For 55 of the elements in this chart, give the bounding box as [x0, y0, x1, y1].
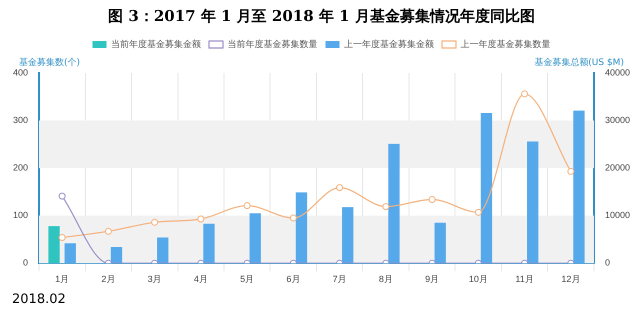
bar: [157, 238, 168, 264]
point: [428, 196, 436, 203]
bar: [48, 226, 60, 264]
point: [197, 215, 204, 222]
y-tick-label: 0: [23, 258, 28, 268]
y2-tick-label: 30000: [604, 115, 630, 126]
bar: [203, 224, 215, 264]
y2-tick-label: 40000: [604, 67, 630, 78]
bar: [573, 110, 585, 264]
point: [382, 203, 390, 210]
y-tick-label: 400: [12, 67, 28, 78]
point: [244, 202, 251, 210]
bar: [434, 222, 446, 264]
x-tick-label: 4月: [194, 274, 208, 284]
point: [336, 184, 344, 192]
x-tick-label: 7月: [332, 274, 347, 284]
x-tick-label: 1月: [55, 274, 70, 284]
legend-label: 当前年度基金募集数量: [228, 38, 318, 49]
bar: [527, 141, 538, 264]
legend-label: 上一年度基金募集金额: [344, 38, 434, 49]
bar: [110, 247, 122, 264]
x-tick-label: 9月: [425, 274, 440, 284]
legend-label: 上一年度基金募集数量: [460, 38, 550, 49]
point: [290, 214, 297, 222]
bar: [388, 144, 400, 264]
y2-tick-label: 20000: [604, 162, 630, 173]
point: [474, 208, 482, 216]
y-tick-label: 200: [12, 162, 28, 173]
y2-axis-title: 基金募集总额(US $M): [534, 56, 624, 68]
point: [567, 168, 574, 175]
x-tick-label: 6月: [286, 274, 300, 284]
point: [151, 218, 158, 226]
point: [58, 234, 66, 242]
x-tick-label: 8月: [378, 274, 393, 284]
y-tick-label: 300: [12, 115, 28, 126]
chart-title: 图 3：2017 年 1 月至 2018 年 1 月基金募集情况年度同比图: [108, 6, 535, 25]
y2-tick-label: 10000: [604, 210, 630, 220]
point: [58, 192, 66, 200]
bar: [342, 207, 354, 264]
x-tick-label: 3月: [148, 274, 162, 284]
bar: [250, 213, 261, 264]
legend-label: 当前年度基金募集金额: [111, 38, 201, 49]
x-tick-label: 10月: [468, 274, 488, 284]
x-tick-label: 5月: [240, 274, 254, 284]
bar: [64, 243, 76, 264]
bar: [480, 112, 492, 264]
x-tick-label: 2月: [101, 274, 116, 284]
text: 2018.02: [12, 292, 66, 307]
y2-tick-label: 0: [604, 258, 610, 268]
point: [104, 228, 112, 235]
x-tick-label: 11月: [515, 274, 534, 284]
bar: [296, 192, 308, 264]
x-tick-label: 12月: [561, 274, 580, 284]
y-axis-title: 基金募集数(个): [19, 56, 80, 68]
y-tick-label: 100: [12, 210, 28, 220]
